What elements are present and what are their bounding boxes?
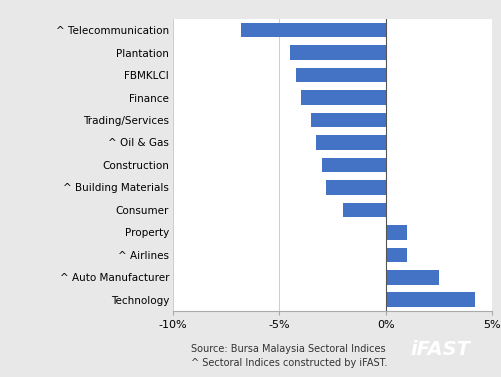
Bar (385, 293, 474, 307)
Bar (311, 113, 385, 127)
Bar (385, 225, 406, 240)
Bar (290, 45, 385, 60)
Bar (300, 90, 385, 105)
Bar (343, 202, 385, 217)
Bar (296, 68, 385, 82)
Bar (321, 158, 385, 172)
Bar (315, 135, 385, 150)
Text: Source: Bursa Malaysia Sectoral Indices: Source: Bursa Malaysia Sectoral Indices (190, 344, 385, 354)
Text: iFAST: iFAST (410, 340, 469, 359)
Text: ^ Sectoral Indices constructed by iFAST.: ^ Sectoral Indices constructed by iFAST. (190, 358, 386, 368)
Bar (326, 180, 385, 195)
Bar (385, 248, 406, 262)
Bar (240, 23, 385, 37)
Bar (385, 270, 438, 285)
